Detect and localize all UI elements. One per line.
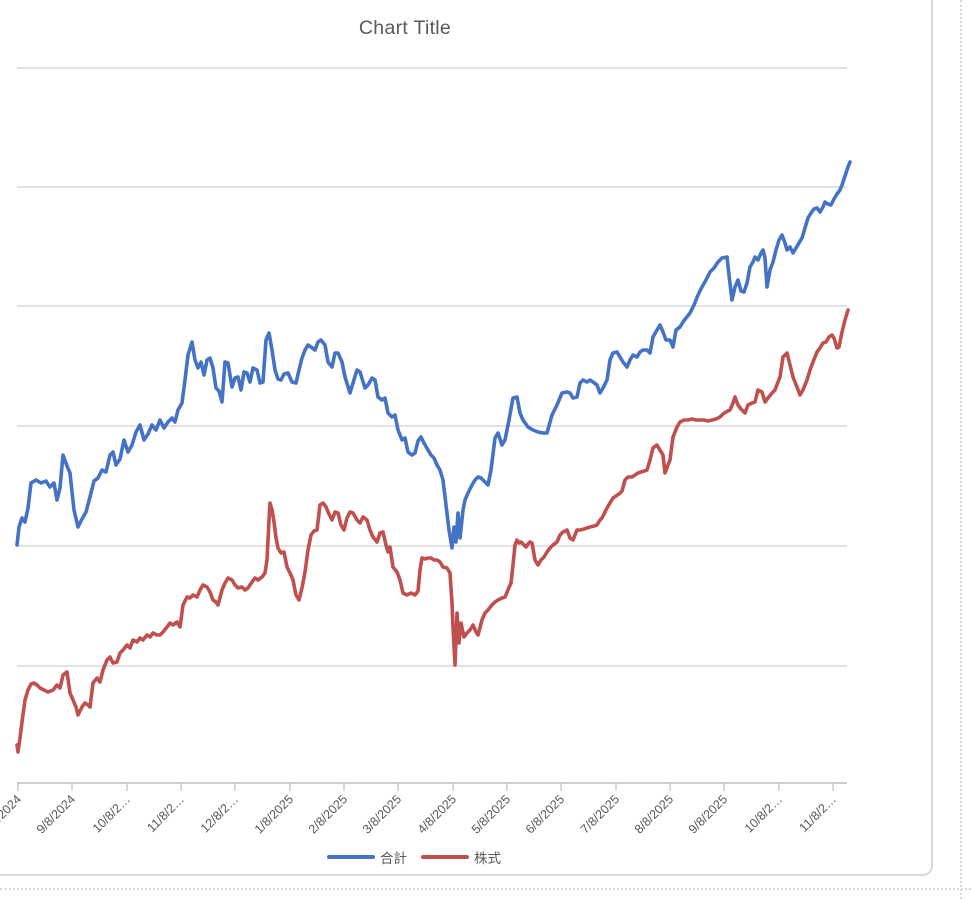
svg-text:11/8/2…: 11/8/2… [144,792,187,835]
svg-text:10/8/2…: 10/8/2… [742,792,785,835]
svg-text:8/8/2025: 8/8/2025 [632,792,676,836]
svg-text:3/8/2025: 3/8/2025 [360,792,404,836]
svg-text:2/8/2025: 2/8/2025 [306,792,350,836]
svg-text:8/8/2024: 8/8/2024 [0,792,24,836]
chart-object[interactable] [0,0,933,876]
svg-text:10/8/2…: 10/8/2… [90,792,133,835]
chart-title[interactable]: Chart Title [358,17,452,39]
svg-text:9/8/2025: 9/8/2025 [686,792,730,836]
gridlines [17,67,847,667]
svg-text:12/8/2…: 12/8/2… [198,792,241,835]
legend-label-total[interactable]: 合計 [380,851,407,866]
svg-text:1/8/2025: 1/8/2025 [252,792,296,836]
legend[interactable]: 合計 株式 [327,845,501,869]
svg-text:4/8/2025: 4/8/2025 [415,792,459,836]
series-line-stocks[interactable] [15,308,850,754]
x-axis-ticks [17,783,834,791]
svg-text:5/8/2025: 5/8/2025 [469,792,513,836]
svg-text:11/8/2…: 11/8/2… [796,792,839,835]
page-break-horizontal-line [0,888,971,890]
legend-label-stocks[interactable]: 株式 [474,851,501,866]
x-axis-labels: 8/8/2024 9/8/2024 10/8/2… 11/8/2… 12/8/2… 1/8… [0,792,839,836]
legend-marker-total-icon [327,855,375,859]
legend-marker-stocks-icon [421,855,469,859]
svg-text:7/8/2025: 7/8/2025 [578,792,622,836]
series-line-total[interactable] [15,160,852,550]
svg-text:6/8/2025: 6/8/2025 [523,792,567,836]
page-break-vertical-line [960,0,962,899]
svg-text:9/8/2024: 9/8/2024 [34,792,78,836]
